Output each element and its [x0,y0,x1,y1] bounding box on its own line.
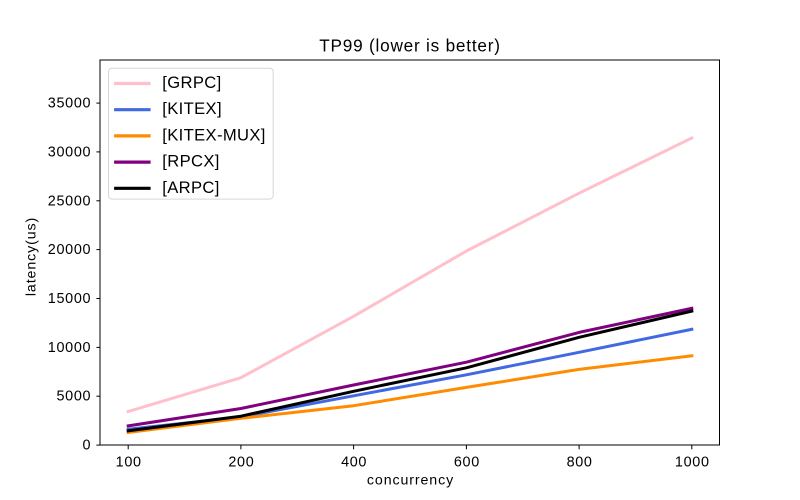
svg-text:[GRPC]: [GRPC] [162,73,221,92]
svg-text:TP99 (lower is better): TP99 (lower is better) [319,35,500,55]
svg-text:latency(us): latency(us) [24,217,40,296]
svg-text:200: 200 [228,455,254,471]
svg-text:25000: 25000 [48,193,91,209]
svg-text:1000: 1000 [675,455,710,471]
svg-text:800: 800 [567,455,593,471]
svg-text:100: 100 [116,455,142,471]
svg-text:5000: 5000 [56,389,91,405]
svg-text:35000: 35000 [48,96,91,112]
svg-text:[KITEX-MUX]: [KITEX-MUX] [162,125,265,144]
svg-text:10000: 10000 [48,340,91,356]
svg-text:15000: 15000 [48,291,91,307]
svg-text:[ARPC]: [ARPC] [162,178,219,197]
svg-text:20000: 20000 [48,242,91,258]
svg-text:concurrency: concurrency [367,473,454,489]
svg-text:600: 600 [454,455,480,471]
svg-text:[RPCX]: [RPCX] [162,152,219,171]
svg-text:0: 0 [83,438,92,454]
svg-text:[KITEX]: [KITEX] [162,99,222,118]
svg-text:30000: 30000 [48,145,91,161]
svg-text:400: 400 [341,455,367,471]
